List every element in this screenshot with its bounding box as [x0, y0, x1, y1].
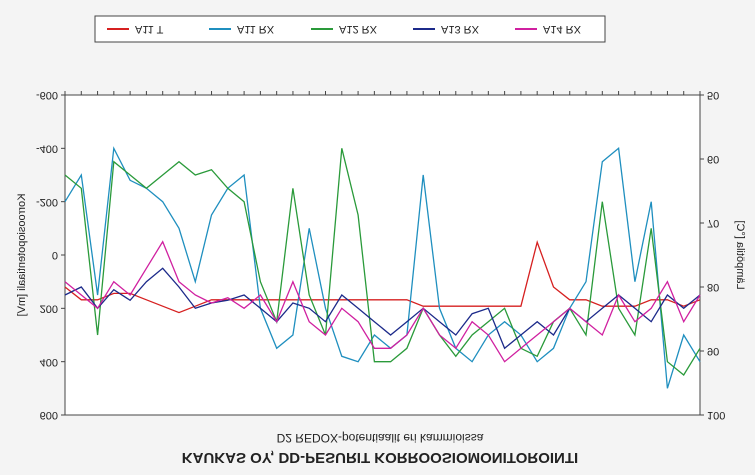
series-line: [64, 239, 701, 314]
series-line: [64, 240, 701, 363]
chart-subtitle: D2 REDOX-potentiaalit eri kammioissa: [277, 431, 484, 445]
y-tick-label: -400: [36, 142, 58, 154]
legend-label: A12 RX: [339, 23, 378, 35]
y-tick-label: -600: [36, 89, 58, 101]
legend-label: A14 RX: [543, 23, 582, 35]
y2-tick-label: 70: [707, 217, 719, 229]
y2-tick-label: 100: [707, 409, 725, 421]
y-tick-label: 600: [40, 409, 58, 421]
legend-label: A11 T: [135, 23, 164, 35]
chart-title: KAUKAS OY, DD-PESURIT KORROOSIOMONITOROI…: [182, 449, 578, 466]
y2-axis-label: Lämpötila [°C]: [734, 220, 746, 289]
y-tick-label: 0: [52, 249, 58, 261]
y-tick-label: -200: [36, 196, 58, 208]
y-tick-label: 200: [40, 302, 58, 314]
legend-label: A13 RX: [441, 23, 480, 35]
y2-tick-label: 60: [707, 153, 719, 165]
plot-area: [64, 94, 701, 416]
y2-tick-label: 90: [707, 345, 719, 357]
y2-tick-label: 80: [707, 281, 719, 293]
series-line: [64, 267, 701, 350]
y-axis-label: Korroosiopotentiaali [mV]: [16, 194, 28, 317]
series-line: [64, 148, 701, 376]
y2-tick-label: 50: [707, 89, 719, 101]
series-line: [64, 146, 701, 389]
legend-label: A11 RX: [237, 23, 275, 35]
y-tick-label: 400: [40, 356, 58, 368]
